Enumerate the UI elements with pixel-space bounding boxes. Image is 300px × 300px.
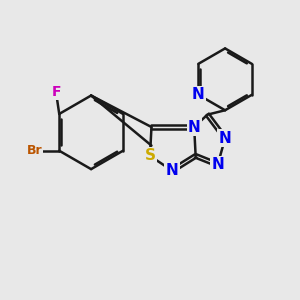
Text: N: N <box>211 157 224 172</box>
Text: N: N <box>192 87 205 102</box>
Text: S: S <box>145 148 155 164</box>
Text: N: N <box>166 163 178 178</box>
Text: F: F <box>52 85 61 99</box>
Text: N: N <box>219 131 232 146</box>
Text: N: N <box>188 119 200 134</box>
Text: Br: Br <box>27 144 42 157</box>
